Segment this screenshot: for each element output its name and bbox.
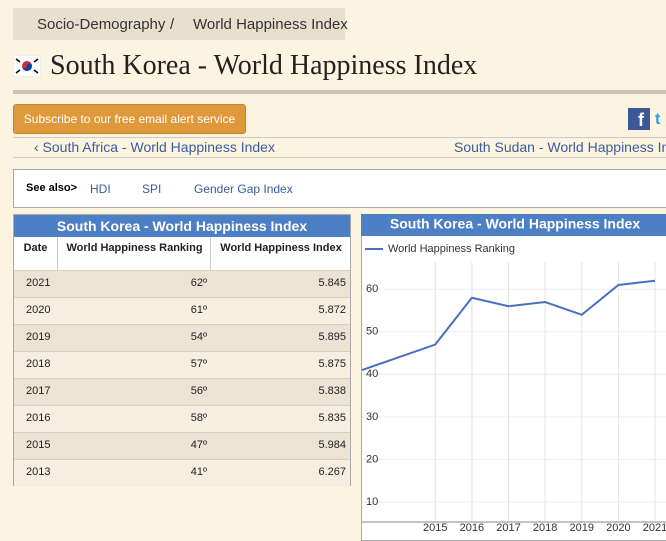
see-also-link[interactable]: HDI xyxy=(90,182,111,196)
cell-date: 2021 xyxy=(26,277,51,289)
data-table: South Korea - World Happiness Index Date… xyxy=(13,214,351,487)
cell-ranking: 62º xyxy=(190,277,207,289)
table-row xyxy=(14,405,350,433)
y-tick-label: 60 xyxy=(366,283,378,295)
subscribe-button[interactable]: Subscribe to our free email alert servic… xyxy=(13,104,246,134)
y-tick-label: 30 xyxy=(366,411,378,423)
breadcrumb-link[interactable]: Socio-Demography xyxy=(37,16,166,33)
legend-label: World Happiness Ranking xyxy=(388,243,515,255)
cell-ranking: 54º xyxy=(190,331,207,343)
cell-index: 5.845 xyxy=(318,277,346,289)
chart-title: South Korea - World Happiness Index xyxy=(390,216,640,232)
table-row xyxy=(14,378,350,406)
nav-bar: ‹ South Africa - World Happiness Index S… xyxy=(13,137,666,158)
cell-date: 2017 xyxy=(26,385,51,397)
x-tick-label: 2017 xyxy=(496,522,520,534)
page-title: South Korea - World Happiness Index xyxy=(50,50,478,81)
x-tick-label: 2016 xyxy=(460,522,484,534)
cell-date: 2016 xyxy=(26,412,51,424)
series-line xyxy=(361,279,656,372)
social-icons[interactable]: f t xyxy=(628,108,666,132)
x-tick-label: 2018 xyxy=(533,522,557,534)
breadcrumb: Socio-Demography / World Happiness Index xyxy=(13,8,348,40)
breadcrumb-current: World Happiness Index xyxy=(193,16,348,33)
cell-ranking: 58º xyxy=(190,412,207,424)
see-also-link[interactable]: Gender Gap Index xyxy=(194,182,293,196)
flag xyxy=(13,55,41,77)
cell-index: 5.875 xyxy=(318,358,346,370)
table-title: South Korea - World Happiness Index xyxy=(14,215,350,237)
cell-date: 2019 xyxy=(26,331,51,343)
cell-date: 2013 xyxy=(26,466,51,478)
x-tick-label: 2020 xyxy=(606,522,630,534)
table-row xyxy=(14,459,350,487)
column-header: Date xyxy=(23,242,48,254)
cell-date: 2015 xyxy=(26,439,51,451)
svg-text:t: t xyxy=(655,111,661,128)
y-tick-label: 10 xyxy=(366,496,378,508)
table-row xyxy=(14,297,350,325)
x-tick-label: 2019 xyxy=(570,522,594,534)
see-also: See also> HDI SPI Gender Gap Index xyxy=(13,169,666,208)
cell-index: 5.872 xyxy=(318,304,346,316)
x-tick-label: 2021 xyxy=(643,522,666,534)
x-tick-label: 2015 xyxy=(423,522,447,534)
cell-index: 5.835 xyxy=(318,412,346,424)
column-header: World Happiness Index xyxy=(210,237,351,270)
table-row xyxy=(14,270,350,298)
see-also-link[interactable]: SPI xyxy=(142,182,162,196)
table-row xyxy=(14,432,350,460)
svg-text:f: f xyxy=(638,110,645,130)
cell-ranking: 47º xyxy=(190,439,207,451)
column-header: World Happiness Ranking xyxy=(57,237,211,270)
cell-date: 2020 xyxy=(26,304,51,316)
cell-ranking: 57º xyxy=(190,358,207,370)
see-also-label: See also> xyxy=(26,182,78,194)
y-tick-label: 40 xyxy=(366,368,378,380)
chart: South Korea - World Happiness Index 10 20… xyxy=(361,214,666,541)
divider xyxy=(13,90,666,94)
table-row xyxy=(14,351,350,379)
prev-link[interactable]: ‹ South Africa - World Happiness Index xyxy=(34,139,275,155)
cell-ranking: 61º xyxy=(190,304,207,316)
breadcrumb-separator: / xyxy=(170,16,175,33)
y-tick-label: 50 xyxy=(366,326,378,338)
table-row xyxy=(14,324,350,352)
table-header xyxy=(14,237,350,271)
cell-date: 2018 xyxy=(26,358,51,370)
next-link[interactable]: South Sudan - World Happiness Index xyxy=(454,139,666,155)
cell-index: 5.838 xyxy=(318,385,346,397)
y-tick-label: 20 xyxy=(366,453,378,465)
cell-index: 5.895 xyxy=(318,331,346,343)
cell-index: 5.984 xyxy=(318,439,346,451)
cell-index: 6.267 xyxy=(318,466,346,478)
cell-ranking: 56º xyxy=(190,385,207,397)
cell-ranking: 41º xyxy=(190,466,207,478)
